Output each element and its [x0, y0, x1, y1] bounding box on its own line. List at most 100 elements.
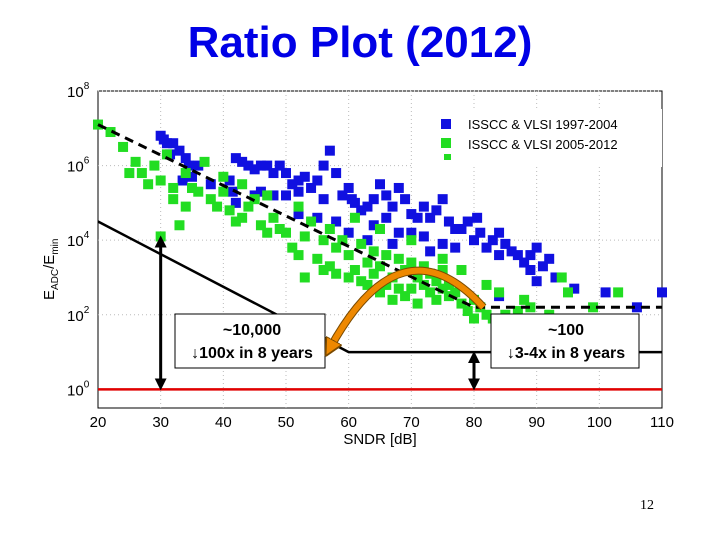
x-tick-label: 60: [340, 414, 357, 431]
data-point-blue: [337, 190, 348, 201]
data-point-green: [450, 287, 461, 298]
x-tick-label: 50: [278, 414, 295, 431]
data-point-blue: [462, 216, 473, 227]
data-point-green: [274, 223, 285, 234]
data-point-blue: [368, 194, 379, 205]
data-point-blue: [425, 212, 436, 223]
annotation-left-line2: ↓100x in 8 years: [191, 345, 313, 362]
data-point-green: [437, 253, 448, 264]
data-point-green: [230, 216, 241, 227]
annotation-box-right-frame: [490, 313, 640, 369]
data-point-green: [130, 156, 141, 167]
data-point-green: [237, 179, 248, 190]
data-point-blue: [500, 238, 511, 249]
data-point-blue: [456, 223, 467, 234]
data-point-green: [381, 250, 392, 261]
data-point-blue: [331, 216, 342, 227]
data-point-green: [362, 279, 373, 290]
data-point-green: [124, 168, 135, 179]
data-point-blue: [657, 287, 667, 298]
data-point-blue: [469, 235, 479, 246]
data-point-blue: [255, 186, 266, 197]
x-tick-label: 70: [403, 414, 420, 431]
data-point-green: [387, 294, 398, 305]
data-point-blue: [494, 250, 505, 261]
legend-marker-green-small: [444, 154, 451, 160]
x-tick-label: 110: [650, 414, 674, 431]
data-point-blue: [343, 227, 354, 238]
data-point-green: [525, 302, 536, 313]
data-point-blue: [569, 283, 580, 294]
data-point-green: [155, 175, 166, 186]
data-point-blue: [274, 160, 285, 171]
data-point-blue: [299, 171, 310, 182]
data-point-blue: [324, 145, 335, 156]
data-point-green: [343, 250, 354, 261]
data-point-blue: [525, 250, 536, 261]
data-point-blue: [293, 175, 304, 186]
data-point-green: [218, 186, 229, 197]
data-point-blue: [418, 201, 429, 212]
annotation-left-line1: ~10,000: [223, 322, 281, 339]
data-point-green: [393, 253, 404, 264]
data-point-blue: [343, 182, 354, 193]
data-point-green: [205, 194, 216, 205]
data-point-green: [105, 127, 116, 138]
legend: ISSCC & VLSI 1997-2004 ISSCC & VLSI 2005…: [412, 109, 662, 167]
data-point-green: [519, 294, 530, 305]
data-point-green: [212, 201, 223, 212]
data-point-green: [431, 294, 442, 305]
data-point-green: [199, 156, 210, 167]
data-point-blue: [381, 190, 392, 201]
data-point-blue: [600, 287, 611, 298]
data-point-green: [331, 242, 342, 253]
data-point-blue: [318, 160, 329, 171]
x-tick-label: 40: [215, 414, 232, 431]
data-point-green: [168, 182, 179, 193]
curved-arrow: [330, 267, 486, 349]
data-point-green: [93, 119, 103, 130]
data-point-green: [469, 313, 479, 324]
data-point-green: [356, 238, 367, 249]
data-point-green: [400, 291, 411, 302]
data-point-blue: [412, 212, 423, 223]
data-point-green: [437, 265, 448, 276]
data-point-blue: [487, 235, 498, 246]
data-point-green: [293, 201, 304, 212]
slide-number: 12: [640, 498, 654, 513]
data-point-blue: [418, 231, 429, 242]
data-point-green: [331, 268, 342, 279]
data-point-blue: [362, 201, 373, 212]
data-point-blue: [255, 160, 266, 171]
data-point-blue: [183, 160, 194, 171]
x-axis-label: SNDR [dB]: [343, 431, 416, 448]
annotation-right-line1: ~100: [548, 322, 584, 339]
data-point-green: [456, 298, 467, 309]
data-point-green: [161, 149, 172, 160]
legend-box: [412, 109, 662, 167]
data-point-blue: [349, 197, 360, 208]
data-point-blue: [168, 138, 179, 149]
data-point-blue: [281, 190, 291, 201]
data-point-blue: [475, 227, 486, 238]
data-point-blue: [481, 242, 492, 253]
data-point-green: [174, 220, 185, 231]
slide-title: Ratio Plot (2012): [187, 18, 533, 67]
data-point-green: [412, 298, 423, 309]
data-point-blue: [224, 175, 235, 186]
arrows: [154, 235, 487, 391]
data-point-blue: [450, 223, 461, 234]
x-tick-label: 90: [528, 414, 545, 431]
data-point-green: [406, 257, 417, 268]
data-point-green: [462, 306, 473, 317]
y-tick-label: 104: [67, 230, 90, 250]
data-point-green: [268, 212, 279, 223]
data-point-green: [362, 257, 373, 268]
data-point-green: [318, 265, 329, 276]
data-point-green: [299, 231, 310, 242]
data-point-green: [481, 309, 492, 320]
data-point-green: [431, 276, 442, 287]
data-point-blue: [387, 201, 398, 212]
data-point-blue: [368, 220, 379, 231]
annotation-box-left: ~10,000 ↓100x in 8 years: [174, 313, 326, 369]
